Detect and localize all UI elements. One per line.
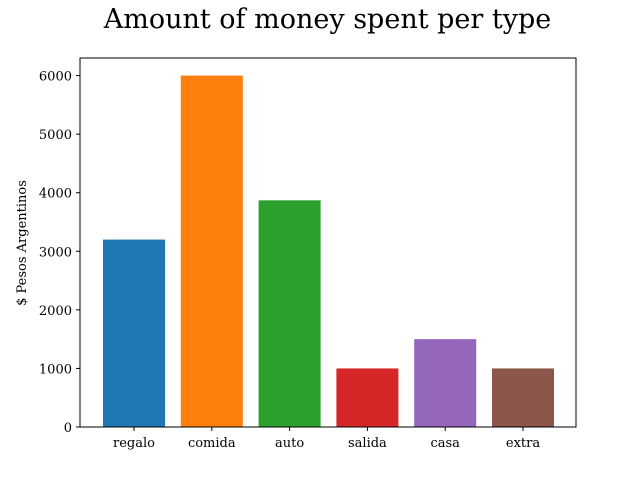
bar-comida: [180, 75, 243, 428]
y-axis-label: $ Pesos Argentinos: [15, 180, 30, 306]
chart-title: Amount of money spent per type: [103, 4, 552, 35]
x-axis-ticks: regalo comida auto salida casa extra: [113, 427, 540, 451]
y-tick-label-4000: 4000: [39, 187, 72, 202]
x-tick-label-auto: auto: [275, 436, 304, 451]
y-tick-label-0: 0: [64, 421, 72, 436]
y-tick-label-3000: 3000: [39, 245, 72, 260]
y-tick-label-2000: 2000: [39, 304, 72, 319]
bar-salida: [336, 368, 399, 427]
y-tick-label-6000: 6000: [39, 70, 72, 85]
x-tick-label-comida: comida: [188, 436, 236, 451]
plot-frame: [79, 57, 577, 428]
bar-auto: [258, 200, 321, 427]
y-tick-label-1000: 1000: [39, 362, 72, 377]
y-tick-label-5000: 5000: [39, 128, 72, 143]
bars-group: [103, 75, 554, 428]
y-axis-ticks: 0 1000 2000 3000 4000 5000 6000: [39, 70, 80, 436]
bar-extra: [492, 368, 554, 427]
x-tick-label-casa: casa: [430, 436, 460, 451]
bar-regalo: [103, 239, 165, 427]
x-tick-label-extra: extra: [506, 436, 540, 451]
bar-casa: [414, 339, 477, 427]
x-tick-label-salida: salida: [348, 436, 387, 451]
x-tick-label-regalo: regalo: [113, 436, 155, 451]
